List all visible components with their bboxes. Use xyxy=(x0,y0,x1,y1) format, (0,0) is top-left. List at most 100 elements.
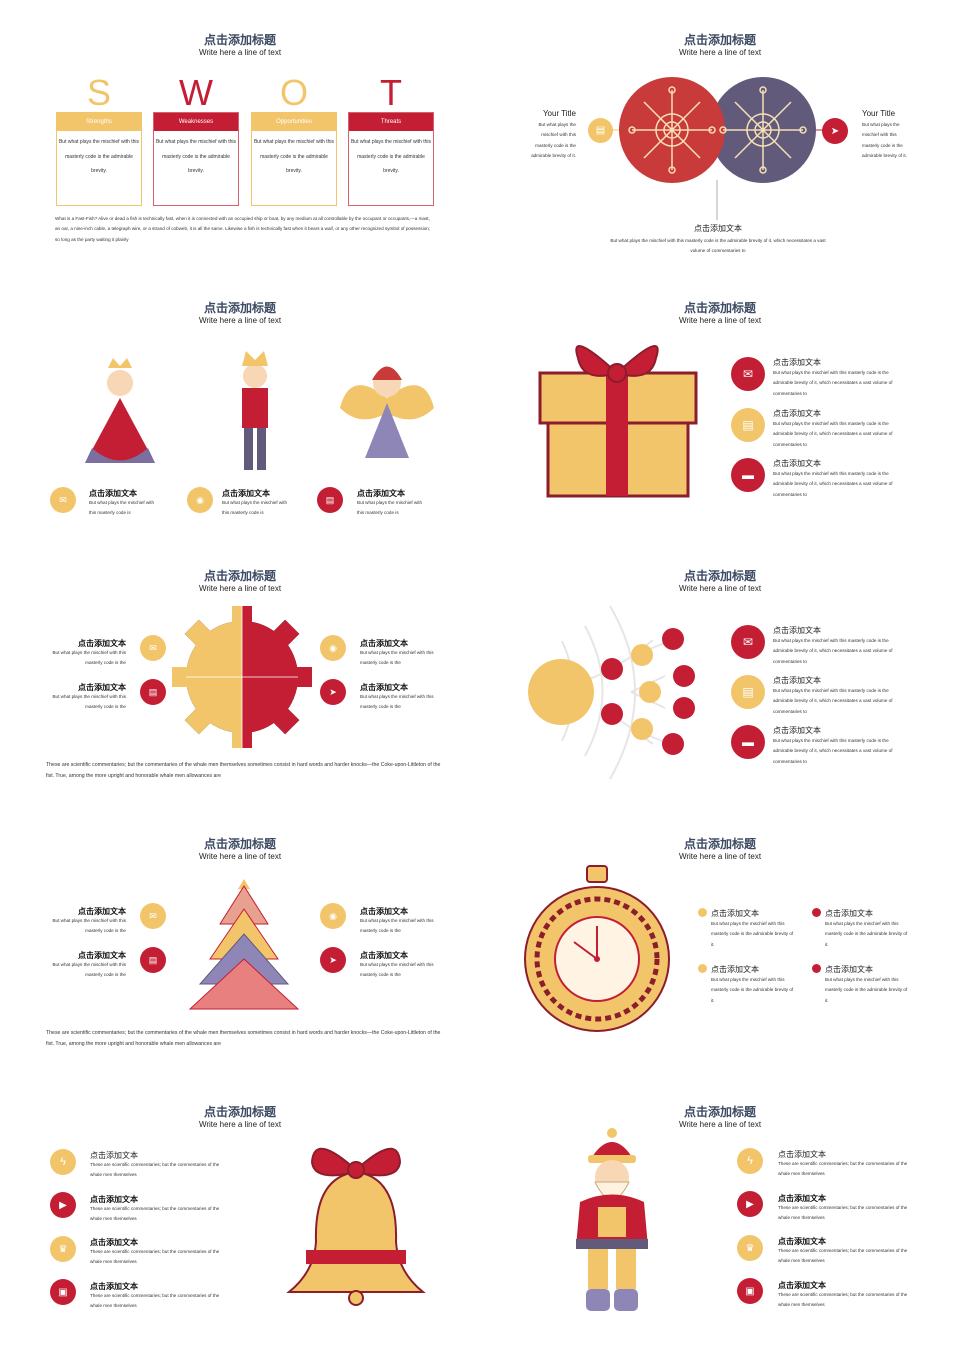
item-text: These are scientific commentaries; but t… xyxy=(778,1161,908,1177)
box-header: Threats xyxy=(349,113,433,131)
swot-letter: W xyxy=(179,72,213,113)
swot-box-strengths: Strengths But what plays the mischief wit… xyxy=(56,112,142,206)
box-header: Weaknesses xyxy=(154,113,238,131)
slide-snowflakes[interactable]: 点击添加标题 Write here a line of text ▤ ➤ You… xyxy=(480,0,960,268)
play-icon[interactable]: ▶ xyxy=(50,1192,76,1218)
slide-title: 点击添加标题 xyxy=(203,1105,276,1119)
item-text: But what plays the mischief with this ma… xyxy=(825,921,908,947)
item-text: But what plays the mischief with this ma… xyxy=(825,977,908,1003)
trophy-icon[interactable]: ♛ xyxy=(737,1235,763,1261)
item-text: But what plays the mischief with this ma… xyxy=(360,650,434,666)
item-heading: 点击添加文本 xyxy=(778,1281,826,1290)
box-header: Opportunities xyxy=(252,113,336,131)
paper-plane-icon[interactable]: ➤ xyxy=(320,947,346,973)
slide-subtitle: Write here a line of text xyxy=(678,584,762,593)
slide-ornament-clock[interactable]: 点击添加标题 Write here a line of text 点击添加文本 … xyxy=(480,804,960,1072)
gear-puzzle-illustration xyxy=(172,606,312,748)
item-text: But what plays the mischief with this ma… xyxy=(357,500,423,516)
item-heading: 点击添加文本 xyxy=(360,951,408,960)
item-text: These are scientific commentaries; but t… xyxy=(778,1292,908,1308)
item-heading: 点击添加文本 xyxy=(357,489,405,498)
item-text: These are scientific commentaries; but t… xyxy=(90,1162,220,1178)
bullet-dot xyxy=(698,908,707,917)
item-heading: 点击添加文本 xyxy=(90,1195,138,1204)
slide-tree[interactable]: 点击添加标题 Write here a line of text 点击添加文本 … xyxy=(0,804,480,1072)
item-heading: 点击添加文本 xyxy=(825,909,873,918)
slide-subtitle: Write here a line of text xyxy=(678,316,762,325)
slide-subtitle: Write here a line of text xyxy=(678,852,762,861)
item-heading: 点击添加文本 xyxy=(825,965,873,974)
item-heading: 点击添加文本 xyxy=(89,489,137,498)
slide-swot[interactable]: 点击添加标题 Write here a line of text S W O T… xyxy=(0,0,480,268)
envelope-icon[interactable]: ✉ xyxy=(731,357,765,391)
item-text: These are scientific commentaries; but t… xyxy=(90,1249,220,1265)
chat-icon[interactable]: ▤ xyxy=(731,675,765,709)
item-text: But what plays the mischief with this ma… xyxy=(711,977,794,1003)
swot-letter: S xyxy=(86,72,111,113)
slide-bell[interactable]: 点击添加标题 Write here a line of text ϟ ▶ ♛ ▣… xyxy=(0,1072,480,1340)
nutcracker-figure xyxy=(242,351,268,470)
item-text: But what plays the mischief with this ma… xyxy=(360,918,434,934)
christmas-tree-illustration xyxy=(188,879,300,1010)
item-heading: 点击添加文本 xyxy=(78,951,126,960)
item-heading: 点击添加文本 xyxy=(773,676,821,685)
slide-subtitle: Write here a line of text xyxy=(198,1120,282,1129)
item-text: But what plays the mischief with this ma… xyxy=(222,500,288,516)
clock-ornament-illustration xyxy=(524,865,670,1032)
chat-icon[interactable]: ▤ xyxy=(731,408,765,442)
envelope-icon[interactable]: ✉ xyxy=(731,625,765,659)
item-heading: 点击添加文本 xyxy=(78,639,126,648)
item-heading: 点击添加文本 xyxy=(360,639,408,648)
chat-icon[interactable]: ▤ xyxy=(140,679,166,705)
play-icon[interactable]: ▶ xyxy=(737,1191,763,1217)
item-text: But what plays the mischief with this ma… xyxy=(773,370,893,396)
item-heading: 点击添加文本 xyxy=(711,909,759,918)
trophy-icon[interactable]: ♛ xyxy=(50,1236,76,1262)
slide-gift[interactable]: 点击添加标题 Write here a line of text ✉ ▤ ▬ 点… xyxy=(480,268,960,536)
envelope-icon[interactable]: ✉ xyxy=(50,487,76,513)
box-text: But what plays the mischief with this ma… xyxy=(58,139,140,174)
swot-box-weaknesses: Weaknesses But what plays the mischief wi… xyxy=(153,112,239,206)
gift-box-illustration xyxy=(538,345,698,498)
slide-subtitle: Write here a line of text xyxy=(198,852,282,861)
slide-network[interactable]: 点击添加标题 Write here a line of text ✉ ▤ ▬ 点… xyxy=(480,536,960,804)
card-icon[interactable]: ▬ xyxy=(731,725,765,759)
box-text: But what plays the mischief with this ma… xyxy=(155,139,237,174)
chat-icon[interactable]: ▤ xyxy=(588,118,613,143)
chat-icon[interactable]: ▤ xyxy=(317,487,343,513)
item-heading: 点击添加文本 xyxy=(778,1194,826,1203)
item-text: But what plays the mischief with this ma… xyxy=(773,421,893,447)
lightning-icon[interactable]: ϟ xyxy=(50,1149,76,1175)
slide-title: 点击添加标题 xyxy=(203,33,276,47)
item-heading: 点击添加文本 xyxy=(778,1150,826,1159)
camera-icon[interactable]: ◉ xyxy=(187,487,213,513)
card-icon[interactable]: ▬ xyxy=(731,458,765,492)
item-heading: 点击添加文本 xyxy=(222,489,270,498)
item-heading: 点击添加文本 xyxy=(773,459,821,468)
slide-subtitle: Write here a line of text xyxy=(198,48,282,57)
chat-icon[interactable]: ▤ xyxy=(140,947,166,973)
slide-subtitle: Write here a line of text xyxy=(198,584,282,593)
network-diagram xyxy=(528,605,695,780)
swot-letter: T xyxy=(380,72,402,113)
slide-santa[interactable]: 点击添加标题 Write here a line of text ϟ ▶ ♛ ▣… xyxy=(480,1072,960,1340)
item-heading: 点击添加文本 xyxy=(773,409,821,418)
left-title: Your Title xyxy=(542,109,576,118)
slide-characters[interactable]: 点击添加标题 Write here a line of text ✉ ◉ ▤ 点… xyxy=(0,268,480,536)
lightning-icon[interactable]: ϟ xyxy=(737,1148,763,1174)
bottom-heading: 点击添加文本 xyxy=(694,224,742,233)
camera-icon[interactable]: ◉ xyxy=(320,635,346,661)
bus-icon[interactable]: ▣ xyxy=(737,1278,763,1304)
item-text: But what plays the mischief with this ma… xyxy=(52,962,126,978)
envelope-icon[interactable]: ✉ xyxy=(140,903,166,929)
paper-plane-icon[interactable]: ➤ xyxy=(320,679,346,705)
item-heading: 点击添加文本 xyxy=(78,907,126,916)
paper-plane-icon[interactable]: ➤ xyxy=(822,118,848,144)
bus-icon[interactable]: ▣ xyxy=(50,1279,76,1305)
item-text: But what plays the mischief with this ma… xyxy=(773,738,893,764)
camera-icon[interactable]: ◉ xyxy=(320,903,346,929)
envelope-icon[interactable]: ✉ xyxy=(140,635,166,661)
slide-gear[interactable]: 点击添加标题 Write here a line of text 点击添加文本 … xyxy=(0,536,480,804)
item-heading: 点击添加文本 xyxy=(90,1282,138,1291)
item-text: But what plays the mischief with this ma… xyxy=(52,918,126,934)
